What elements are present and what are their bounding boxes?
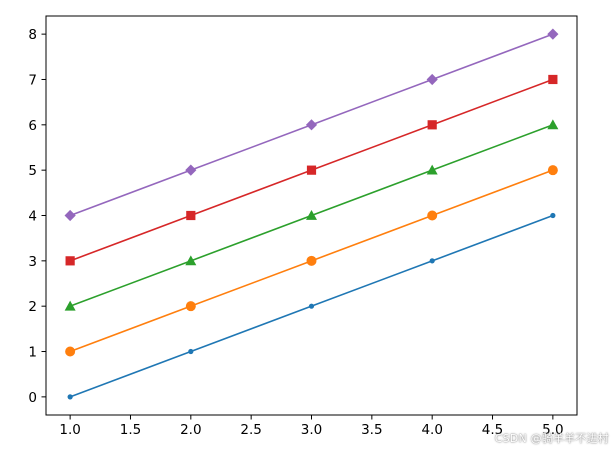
y-axis: 0 1 2 3 4 5 6 7 8 — [28, 27, 46, 406]
series-1-point — [67, 394, 73, 400]
x-tick-label: 2.0 — [180, 422, 201, 438]
series-3-point — [547, 119, 559, 130]
x-tick-label: 3.5 — [361, 422, 382, 438]
series-2-point — [547, 165, 558, 176]
series-4-point — [65, 256, 75, 266]
series-2-point — [65, 346, 76, 357]
series-5-point — [64, 209, 76, 222]
series-4-point — [306, 165, 317, 175]
x-tick-label: 1.5 — [120, 422, 141, 438]
plot-layer — [64, 28, 559, 400]
y-tick-label: 4 — [28, 209, 37, 225]
series-1-point — [550, 212, 556, 219]
series-5-point — [305, 119, 318, 131]
series-1-point — [429, 258, 435, 264]
x-tick-label: 3.0 — [301, 422, 322, 438]
x-tick-label: 2.5 — [240, 422, 261, 438]
watermark-text: CSDN @骑羊羊不进村 — [494, 432, 609, 445]
y-tick-label: 3 — [28, 254, 37, 270]
y-tick-label: 8 — [28, 27, 37, 43]
series-5-point — [426, 73, 438, 86]
series-2-point — [306, 255, 317, 266]
series-3-point — [64, 300, 76, 311]
series-4-point — [186, 210, 196, 221]
y-tick-label: 0 — [28, 390, 37, 406]
series-3-point — [426, 164, 438, 175]
x-tick-label: 5.0 — [542, 422, 563, 438]
series-3-point — [306, 210, 317, 220]
series-4-point — [427, 120, 437, 130]
y-tick-label: 1 — [28, 345, 37, 361]
series-1-point — [308, 303, 315, 309]
series-5-point — [185, 164, 197, 176]
series-4-point — [548, 74, 558, 85]
x-axis: 1.0 1.5 2.0 2.5 3.0 3.5 4.0 4.5 5.0 — [59, 415, 564, 438]
x-tick-label: 4.0 — [421, 422, 442, 438]
series-1-point — [188, 348, 194, 355]
x-tick-label: 4.5 — [482, 422, 503, 438]
series-2-point — [427, 210, 438, 221]
y-tick-label: 7 — [28, 72, 37, 88]
y-tick-label: 2 — [28, 299, 37, 315]
series-5-point — [547, 28, 559, 40]
x-tick-label: 1.0 — [59, 422, 80, 438]
series-2-point — [185, 301, 196, 312]
series-3-point — [185, 255, 197, 266]
y-tick-label: 5 — [28, 163, 37, 179]
y-tick-label: 6 — [28, 118, 37, 134]
